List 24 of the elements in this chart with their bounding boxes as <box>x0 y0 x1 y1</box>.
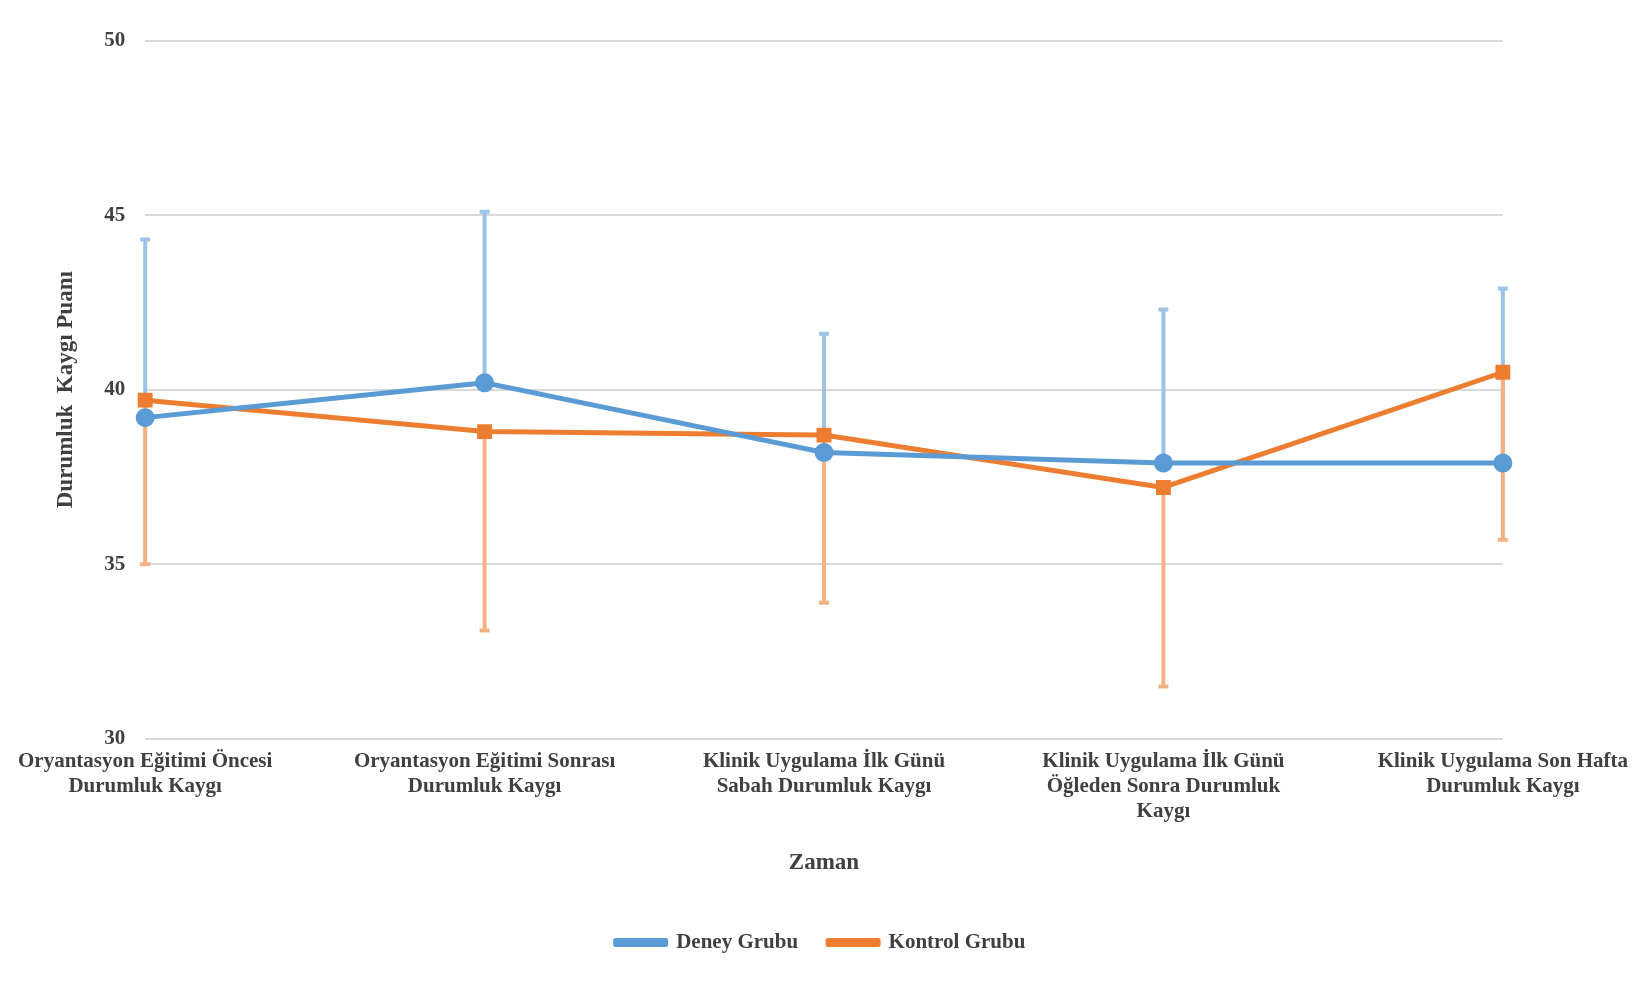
point <box>477 424 493 440</box>
point <box>1495 364 1511 380</box>
legend-label: Deney Grubu <box>676 928 799 953</box>
point <box>137 392 153 408</box>
y-tick-label: 45 <box>104 201 126 226</box>
x-tick-label: Oryantasyon Eğitimi Öncesi Durumluk Kaygı <box>18 747 273 798</box>
y-tick-label: 50 <box>104 27 126 52</box>
point <box>1493 453 1513 473</box>
point <box>816 427 832 443</box>
x-axis-title: Zaman <box>788 849 860 875</box>
point <box>814 443 834 463</box>
point <box>1155 480 1171 495</box>
x-tick-label: Oryantasyon Eğitimi Sonrası Durumluk Kaygı <box>353 747 616 798</box>
legend-label: Kontrol Grubu <box>888 928 1026 953</box>
y-axis-title: Durumluk Kaygı Puanı <box>52 270 78 509</box>
x-tick-label: Klinik Uygulama İlk Günü Öğleden Sonra Durumluk Kaygı <box>1042 747 1285 823</box>
point <box>475 373 495 393</box>
y-tick-label: 35 <box>104 550 126 575</box>
y-tick-label: 40 <box>104 376 126 401</box>
x-tick-label: Klinik Uygulama Son Hafta Durumluk Kaygı <box>1377 747 1629 798</box>
x-tick-label: Klinik Uygulama İlk Günü Sabah Durumluk Kaygı <box>702 747 946 798</box>
point <box>135 408 155 428</box>
point <box>1153 453 1173 473</box>
y-tick-label: 30 <box>104 725 126 750</box>
